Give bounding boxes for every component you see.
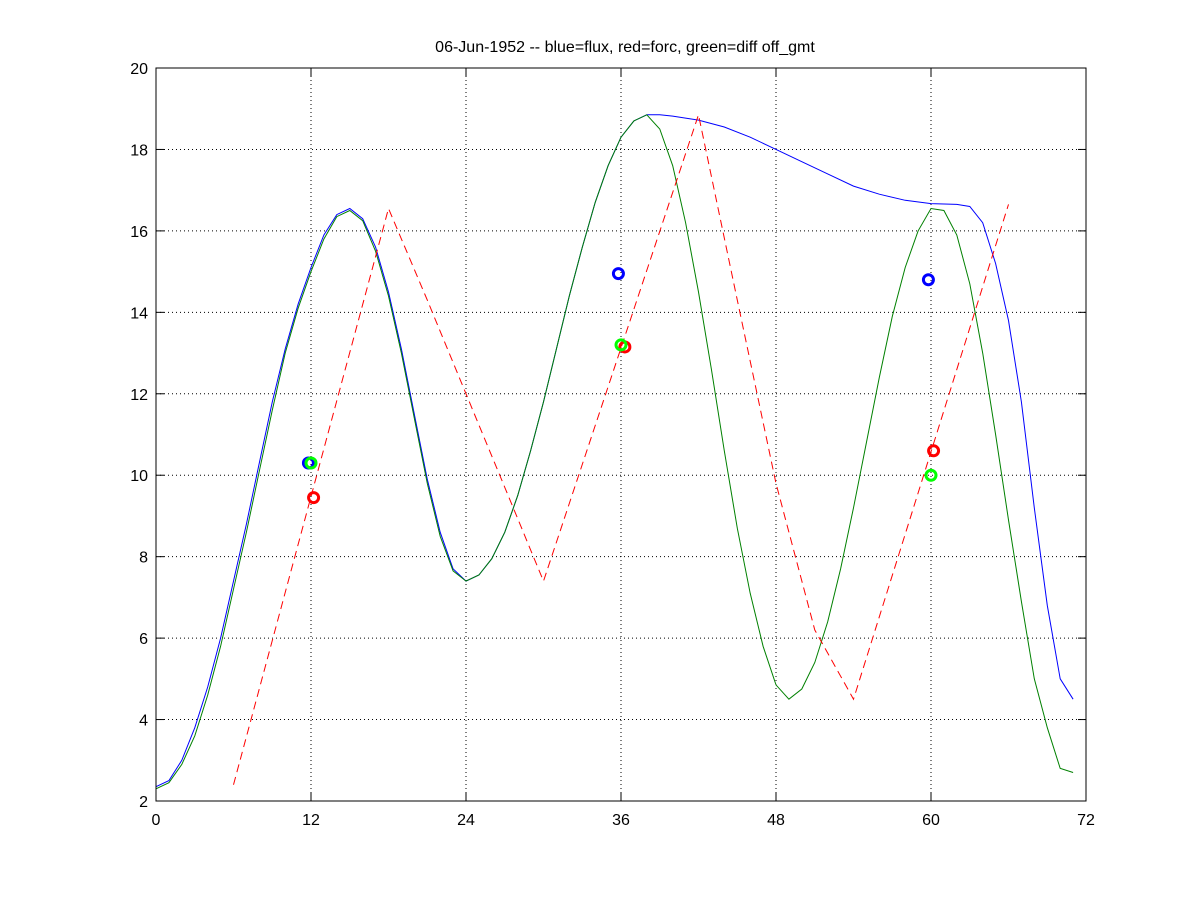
marker-point-2 [304, 456, 318, 470]
y-tick-label: 18 [130, 142, 148, 159]
x-tick-label: 72 [1077, 812, 1095, 829]
axis-ticks [155, 67, 1087, 802]
x-tick-label: 60 [922, 812, 940, 829]
y-tick-label: 20 [130, 61, 148, 78]
series-layer [155, 112, 1074, 790]
marker-point-1 [307, 491, 321, 505]
marker-layer [301, 267, 941, 505]
x-tick-label: 0 [152, 812, 161, 829]
x-tick-label: 36 [612, 812, 630, 829]
series-line-1 [155, 114, 1074, 790]
y-tick-label: 2 [139, 794, 148, 811]
marker-point-2 [614, 338, 628, 352]
plot-area [155, 112, 1074, 790]
series-line-0 [155, 114, 1074, 788]
series-line-2 [233, 112, 1009, 785]
plot-frame [155, 67, 1087, 802]
y-tick-label: 12 [130, 387, 148, 404]
y-tick-label: 16 [130, 224, 148, 241]
marker-point-1 [927, 444, 941, 458]
y-tick-label: 4 [139, 713, 148, 730]
y-tick-label: 6 [139, 631, 148, 648]
y-tick-label: 10 [130, 468, 148, 485]
marker-point-2 [924, 468, 938, 482]
grid-lines [156, 68, 1086, 801]
y-tick-labels: 2 4 6 8 10 12 14 16 18 20 [130, 61, 148, 811]
marker-point-0 [921, 273, 935, 287]
y-tick-label: 14 [130, 305, 148, 322]
x-tick-label: 12 [302, 812, 320, 829]
chart-title: 06-Jun-1952 -- blue=flux, red=forc, gree… [435, 39, 815, 56]
x-tick-labels: 0 12 24 36 48 60 72 [152, 812, 1095, 829]
y-tick-label: 8 [139, 550, 148, 567]
x-tick-label: 48 [767, 812, 785, 829]
x-tick-label: 24 [457, 812, 475, 829]
marker-point-0 [611, 267, 625, 281]
